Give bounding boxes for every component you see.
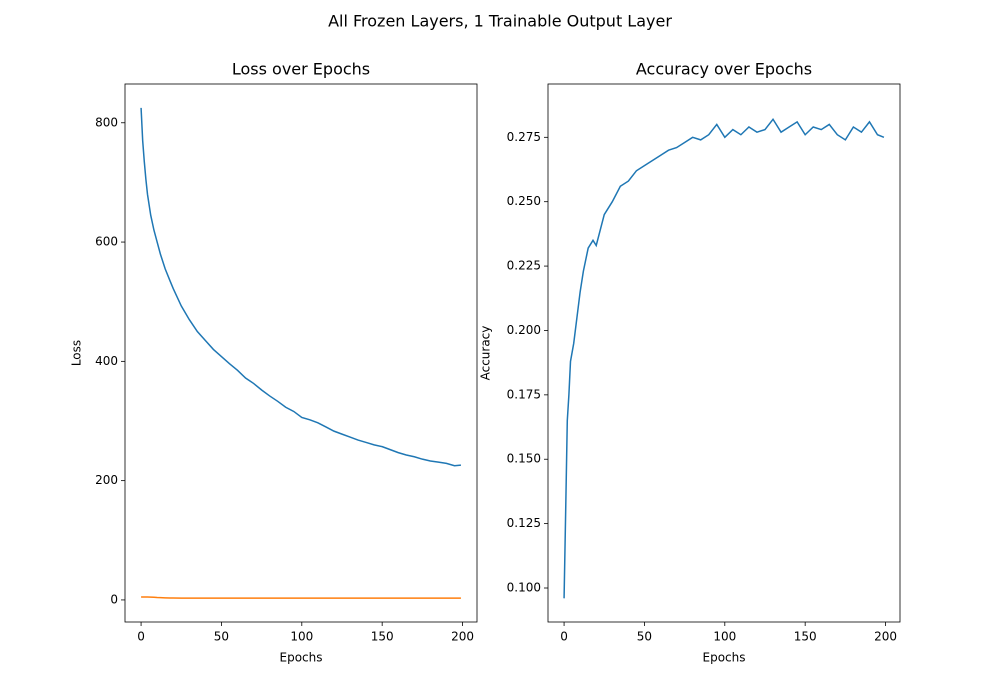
y-tick-label: 0.150: [507, 452, 541, 466]
y-tick-label: 200: [95, 473, 118, 487]
x-tick-label: 100: [713, 630, 736, 644]
x-tick-label: 200: [874, 630, 897, 644]
x-tick-label: 200: [451, 630, 474, 644]
x-tick-label: 50: [214, 630, 229, 644]
x-axis-label: Epochs: [280, 651, 323, 665]
x-tick-label: 100: [290, 630, 313, 644]
y-tick-label: 600: [95, 235, 118, 249]
y-tick-label: 0.125: [507, 516, 541, 530]
x-tick-label: 150: [794, 630, 817, 644]
x-tick-label: 0: [137, 630, 145, 644]
y-tick-label: 0.275: [507, 130, 541, 144]
figure-title: All Frozen Layers, 1 Trainable Output La…: [328, 12, 672, 31]
line-series: [563, 117, 885, 599]
x-axis-label: Epochs: [703, 651, 746, 665]
x-tick-label: 150: [371, 630, 394, 644]
y-axis-label: Accuracy: [479, 326, 493, 381]
y-tick-label: 800: [95, 115, 118, 129]
y-tick-label: 0.225: [507, 259, 541, 273]
axes-frame: [547, 83, 901, 623]
axes-title: Accuracy over Epochs: [636, 60, 812, 79]
line-series: [140, 107, 461, 467]
line-series: [141, 596, 461, 599]
y-tick-label: 0.175: [507, 387, 541, 401]
axes-frame: [124, 83, 478, 623]
y-tick-label: 0: [110, 592, 118, 606]
y-tick-label: 0.200: [507, 323, 541, 337]
y-tick-label: 0.250: [507, 194, 541, 208]
y-tick-label: 400: [95, 354, 118, 368]
x-tick-label: 0: [560, 630, 568, 644]
x-tick-label: 50: [637, 630, 652, 644]
y-tick-label: 0.100: [507, 581, 541, 595]
axes-title: Loss over Epochs: [232, 60, 370, 79]
y-axis-label: Loss: [70, 340, 84, 366]
